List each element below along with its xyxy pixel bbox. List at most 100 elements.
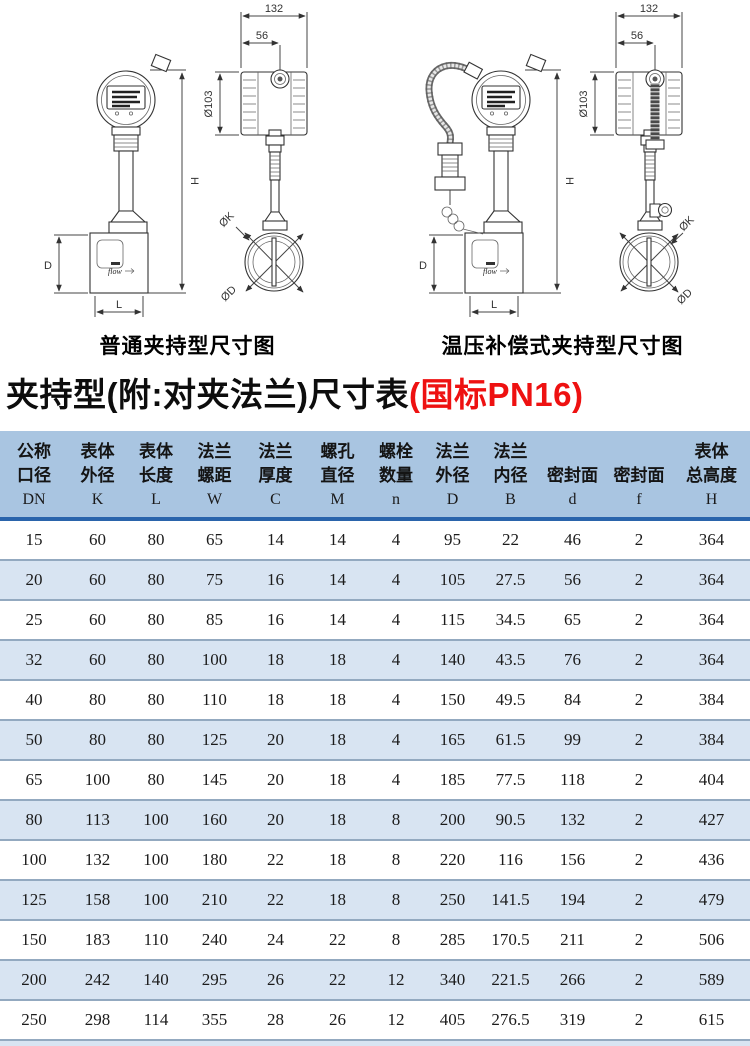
table-cell: 370 — [540, 1039, 605, 1046]
table-cell: 130 — [127, 1039, 185, 1046]
table-cell: 100 — [185, 639, 244, 680]
table-cell: 34.5 — [481, 599, 540, 640]
table-cell: 2 — [605, 759, 673, 800]
table-cell: 18 — [307, 719, 368, 760]
table-cell: 80 — [127, 759, 185, 800]
table-cell: 80 — [127, 559, 185, 600]
column-header-D: 法兰 外径 D — [424, 431, 481, 521]
table-row: 32 60 80 100 18 18 4 140 43.5 76 2 364 — [0, 639, 750, 680]
table-cell: 2 — [605, 679, 673, 720]
table-cell: 24 — [244, 919, 307, 960]
table-cell: 18 — [307, 799, 368, 840]
table-cell: 14 — [329, 530, 346, 549]
column-header-C: 法兰 厚度 C — [244, 431, 307, 521]
table-cell: 384 — [673, 719, 750, 760]
table-cell: 2 — [605, 919, 673, 960]
table-cell: 150 — [0, 919, 68, 960]
table-cell: 18 — [244, 639, 307, 680]
table-cell: 460 — [424, 1039, 481, 1046]
table-row: 250 298 114 355 28 26 12 405 276.5 319 2 615 — [0, 999, 750, 1040]
flow-direction-label: flow — [108, 267, 122, 276]
table-cell: 2 — [605, 719, 673, 760]
table-cell: 410 — [185, 1039, 244, 1046]
table-cell: 56 — [540, 559, 605, 600]
table-cell: 250 — [424, 879, 481, 920]
table-cell: 2 — [605, 959, 673, 1000]
table-cell: 18 — [307, 679, 368, 720]
table-cell: 60 — [68, 599, 127, 640]
table-cell: 404 — [673, 759, 750, 800]
table-cell: 110 — [185, 679, 244, 720]
table-cell: 65 — [0, 759, 68, 800]
table-row: 200 242 140 295 26 22 12 340 221.5 266 2 589 — [0, 959, 750, 1000]
table-cell: 2 — [605, 599, 673, 640]
column-header-DN: 公称 口径 DN — [0, 431, 68, 521]
table-cell: 200 — [0, 959, 68, 1000]
table-title-main: 夹持型(附:对夹法兰)尺寸表 — [6, 376, 409, 413]
table-cell: 61.5 — [481, 719, 540, 760]
table-cell: 242 — [68, 959, 127, 1000]
table-cell: 180 — [185, 839, 244, 880]
table-cell: 32 — [0, 639, 68, 680]
table-cell: 210 — [185, 879, 244, 920]
dim-label-132: 132 — [265, 3, 283, 15]
table-cell: 80 — [147, 530, 165, 549]
table-row: 15 60 80 65 14 14 4 95 22 46 2 364 — [0, 519, 750, 560]
table-cell: 355 — [185, 999, 244, 1040]
table-cell: 4 — [391, 530, 401, 549]
table-cell: 125 — [185, 719, 244, 760]
ordinary-clamp-caption: 普通夹持型尺寸图 — [99, 335, 276, 358]
table-cell: 427 — [673, 799, 750, 840]
table-cell: 8 — [368, 919, 424, 960]
table-cell: 115 — [424, 599, 481, 640]
dim-label-diaD: ØD — [219, 284, 239, 304]
table-cell: 8 — [368, 799, 424, 840]
table-cell: 100 — [127, 839, 185, 880]
table-cell: 16 — [244, 559, 307, 600]
table-cell: 100 — [0, 839, 68, 880]
table-cell: 80 — [68, 719, 127, 760]
table-cell: 18 — [244, 679, 307, 720]
table-cell: 20 — [0, 559, 68, 600]
table-cell: 18 — [307, 879, 368, 920]
table-cell: 384 — [673, 679, 750, 720]
table-header: 公称 口径 DN 表体 外径 K 表体 长度 L 法兰 螺距 W 法兰 厚度 C 螺孔 直径 M 螺栓 数量 n 法兰 外径… — [0, 431, 750, 521]
diagram-captions: 普通夹持型尺寸图 温压补偿式夹持型尺寸图 — [0, 328, 750, 362]
table-cell: 276.5 — [481, 999, 540, 1040]
table-cell: 364 — [673, 639, 750, 680]
table-cell: 76 — [540, 639, 605, 680]
table-cell: 18 — [307, 639, 368, 680]
table-cell: 15 — [25, 530, 43, 549]
table-cell: 60 — [68, 559, 127, 600]
meter-front-view: H flow D — [44, 53, 200, 317]
table-cell: 140 — [127, 959, 185, 1000]
table-cell: 95 — [444, 530, 461, 549]
table-cell: 46 — [564, 530, 581, 549]
table-cell: 14 — [307, 559, 368, 600]
table-cell: 26 — [307, 1039, 368, 1046]
column-header-K: 表体 外径 K — [68, 431, 127, 521]
table-cell: 85 — [185, 599, 244, 640]
table-cell: 32 — [244, 1039, 307, 1046]
table-cell: 22 — [307, 919, 368, 960]
table-row: 125 158 100 210 22 18 8 250 141.5 194 2 479 — [0, 879, 750, 920]
table-cell: 20 — [244, 759, 307, 800]
table-cell: 43.5 — [481, 639, 540, 680]
table-cell: 84 — [540, 679, 605, 720]
table-cell: 183 — [68, 919, 127, 960]
table-row: 150 183 110 240 24 22 8 285 170.5 211 2 506 — [0, 919, 750, 960]
table-cell: 60 — [68, 639, 127, 680]
column-header-n: 螺栓 数量 n — [368, 431, 424, 521]
table-cell: 4 — [368, 599, 424, 640]
table-cell: 350 — [68, 1039, 127, 1046]
table-cell: 150 — [424, 679, 481, 720]
table-cell: 2 — [605, 999, 673, 1040]
dimension-table: 公称 口径 DN 表体 外径 K 表体 长度 L 法兰 螺距 W 法兰 厚度 C 螺孔 直径 M 螺栓 数量 n 法兰 外径… — [0, 431, 750, 1046]
table-cell: 165 — [424, 719, 481, 760]
table-cell: 26 — [307, 999, 368, 1040]
column-header-f: 密封面 f — [605, 431, 673, 521]
table-cell: 22 — [244, 879, 307, 920]
table-cell: 75 — [185, 559, 244, 600]
table-cell: 8 — [368, 839, 424, 880]
table-cell: 615 — [673, 999, 750, 1040]
